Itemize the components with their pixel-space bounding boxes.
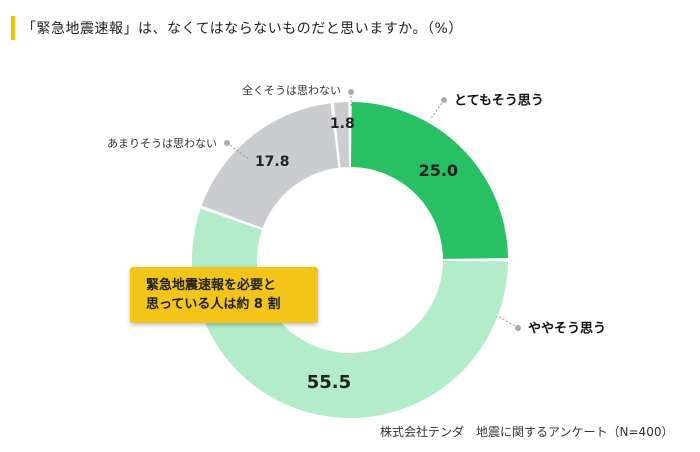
slice-yaya [191,208,508,419]
leader-line-yaya [497,315,519,329]
category-label-yaya: ややそう思う [528,322,606,337]
leader-dot-amari [224,140,230,146]
slice-totemo [350,102,508,259]
category-label-mattaku: 全くそうは思わない [242,83,341,97]
source-footer: 株式会社テンダ 地震に関するアンケート（N=400） [380,425,674,439]
value-label-mattaku: 1.8 [330,116,355,132]
callout-line-1: 緊急地震速報を必要と [146,278,277,293]
category-label-amari: あまりそうは思わない [107,137,217,150]
leader-line-amari [226,142,251,161]
callout-box: 緊急地震速報を必要と 思っている人は約 8 割 [130,267,318,323]
slice-mattaku [333,102,350,168]
chart-title: 「緊急地震速報」は、なくてはならないものだと思いますか。（%） [22,21,463,37]
slice-amari [201,103,339,229]
leader-dot-totemo [441,97,447,103]
category-label-totemo: とてもそう思う [454,94,544,109]
leader-line-totemo [429,99,445,121]
value-label-totemo: 25.0 [419,161,458,180]
value-label-amari: 17.8 [255,154,290,170]
leader-dot-yaya [515,325,521,331]
leader-dot-mattaku [348,89,354,95]
value-label-yaya: 55.5 [307,372,351,393]
callout-line-2: 思っている人は約 8 割 [146,297,281,312]
title-accent-bar [11,16,15,40]
